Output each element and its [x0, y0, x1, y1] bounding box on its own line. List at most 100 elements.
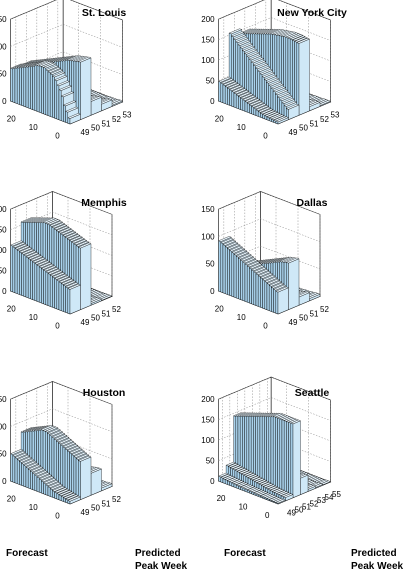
bars — [218, 28, 331, 125]
bar-side — [23, 465, 27, 488]
bar-top — [62, 230, 77, 237]
bar-top — [266, 112, 281, 118]
bar-top — [62, 493, 77, 499]
z-tick-label: 50 — [206, 260, 215, 269]
forecast-tick-label: 10 — [237, 313, 246, 322]
bar-top — [230, 31, 245, 38]
bar-side — [264, 281, 268, 311]
predicted-axis-title-line2: Peak Week — [135, 561, 188, 572]
bar-side — [56, 84, 60, 121]
bar-face — [69, 284, 81, 315]
bar-top — [282, 493, 294, 498]
bar-top — [14, 243, 29, 250]
bar-50-f0 — [77, 455, 92, 500]
bar-side — [23, 254, 27, 298]
bar-side — [52, 490, 55, 499]
week-tick-label: 51 — [102, 309, 111, 318]
bar-top — [237, 40, 252, 46]
bar-side — [247, 265, 250, 304]
bar-side — [19, 67, 22, 106]
bar-side — [17, 67, 20, 105]
bar-side — [238, 96, 241, 110]
grid-z-3 — [10, 381, 113, 405]
bar-side — [260, 277, 263, 309]
bar-side — [220, 82, 224, 104]
z-tick-label: 0 — [2, 97, 7, 106]
bar-top — [246, 98, 261, 105]
bar-side — [275, 416, 278, 493]
bar-top — [49, 69, 64, 75]
z-tick-label: 50 — [206, 77, 215, 86]
bar-side — [266, 415, 269, 489]
week-tick-label: 52 — [112, 115, 121, 124]
bar-side — [34, 263, 38, 302]
bar-top — [263, 483, 274, 488]
week-tick-label: 51 — [102, 119, 111, 128]
bar-top — [58, 438, 72, 445]
bar-side — [231, 252, 235, 298]
bar-top — [226, 83, 241, 90]
bar-top — [69, 235, 83, 242]
bar-top — [270, 282, 285, 289]
bar-side — [52, 276, 55, 309]
bar-side — [17, 249, 20, 295]
z-tick-label: 0 — [210, 97, 215, 106]
bar-top — [27, 253, 42, 260]
bar-top — [261, 72, 276, 78]
bar-top — [225, 461, 237, 467]
z-tick-label: 100 — [0, 246, 7, 255]
bar-top — [67, 495, 81, 502]
week-tick-label: 53 — [331, 110, 340, 119]
bar-top — [241, 45, 256, 52]
bar-side — [19, 461, 22, 486]
bar-top — [25, 252, 40, 258]
bar-face — [90, 468, 102, 496]
bar-side — [253, 107, 257, 116]
bar-49-f0 — [67, 495, 81, 505]
bar-51-f0 — [290, 419, 301, 498]
bar-side — [286, 421, 289, 497]
bar-top — [269, 487, 281, 492]
bar-side — [251, 106, 254, 115]
bar-50-f0 — [77, 56, 92, 120]
bar-side — [32, 261, 35, 301]
bar-top — [220, 238, 234, 244]
bar-top — [235, 90, 250, 96]
bar-side — [56, 279, 60, 311]
bar-49-f0 — [275, 116, 289, 125]
bar-top — [262, 275, 276, 281]
week-tick-label: 50 — [299, 124, 308, 133]
bar-top — [224, 476, 236, 481]
bar-side — [218, 81, 221, 103]
bar-side — [12, 455, 16, 484]
week-tick-label: 49 — [289, 128, 298, 137]
week-tick-label: 51 — [102, 499, 111, 508]
bar-side — [58, 281, 62, 311]
bar-top — [253, 267, 267, 273]
bar-side — [47, 273, 51, 307]
bar-top — [54, 273, 68, 280]
bar-top — [47, 482, 62, 488]
bar-side — [23, 66, 27, 108]
bar-side — [249, 267, 252, 305]
bar-side — [43, 482, 46, 495]
bar-top — [229, 85, 243, 91]
bar-side — [28, 66, 31, 109]
bar-top — [222, 80, 237, 86]
bar-face — [80, 57, 92, 120]
bar-top — [21, 248, 35, 255]
bar-top — [62, 280, 77, 287]
bar-top — [51, 222, 66, 229]
bar-top — [257, 491, 269, 496]
bars — [218, 412, 331, 505]
bar-side — [54, 278, 57, 310]
forecast-tick-label: 20 — [215, 305, 224, 314]
bar-top — [12, 242, 26, 248]
z-tick-label: 150 — [0, 226, 7, 235]
bar-top — [255, 63, 269, 69]
bar-side — [71, 454, 75, 498]
bar-side — [25, 66, 29, 109]
bar-side — [244, 263, 248, 303]
bar-top — [47, 67, 62, 73]
